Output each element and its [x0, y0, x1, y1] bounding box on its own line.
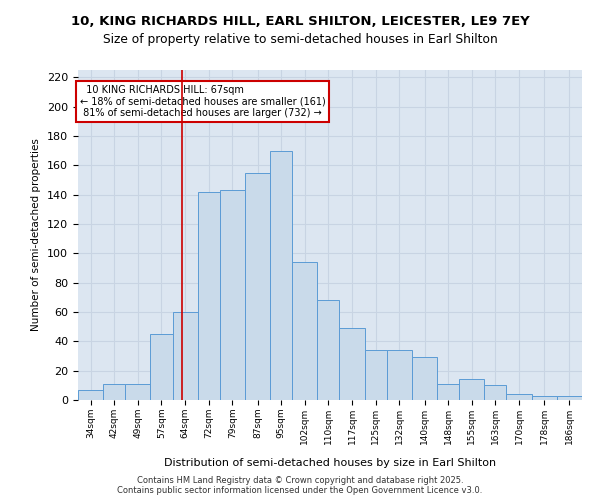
Bar: [557, 396, 582, 400]
Bar: [437, 384, 459, 400]
Bar: [317, 300, 340, 400]
X-axis label: Distribution of semi-detached houses by size in Earl Shilton: Distribution of semi-detached houses by …: [164, 458, 496, 468]
Bar: [532, 396, 557, 400]
Text: 10, KING RICHARDS HILL, EARL SHILTON, LEICESTER, LE9 7EY: 10, KING RICHARDS HILL, EARL SHILTON, LE…: [71, 15, 529, 28]
Bar: [103, 384, 125, 400]
Y-axis label: Number of semi-detached properties: Number of semi-detached properties: [31, 138, 41, 332]
Bar: [151, 334, 173, 400]
Bar: [484, 386, 506, 400]
Bar: [220, 190, 245, 400]
Bar: [412, 358, 437, 400]
Bar: [270, 150, 292, 400]
Bar: [292, 262, 317, 400]
Text: 10 KING RICHARDS HILL: 67sqm
← 18% of semi-detached houses are smaller (161)
 81: 10 KING RICHARDS HILL: 67sqm ← 18% of se…: [80, 84, 325, 118]
Bar: [245, 172, 270, 400]
Bar: [125, 384, 151, 400]
Text: Size of property relative to semi-detached houses in Earl Shilton: Size of property relative to semi-detach…: [103, 32, 497, 46]
Bar: [173, 312, 198, 400]
Bar: [506, 394, 532, 400]
Text: Contains HM Land Registry data © Crown copyright and database right 2025.
Contai: Contains HM Land Registry data © Crown c…: [118, 476, 482, 495]
Bar: [198, 192, 220, 400]
Bar: [387, 350, 412, 400]
Bar: [459, 380, 484, 400]
Bar: [78, 390, 103, 400]
Bar: [365, 350, 387, 400]
Bar: [340, 328, 365, 400]
